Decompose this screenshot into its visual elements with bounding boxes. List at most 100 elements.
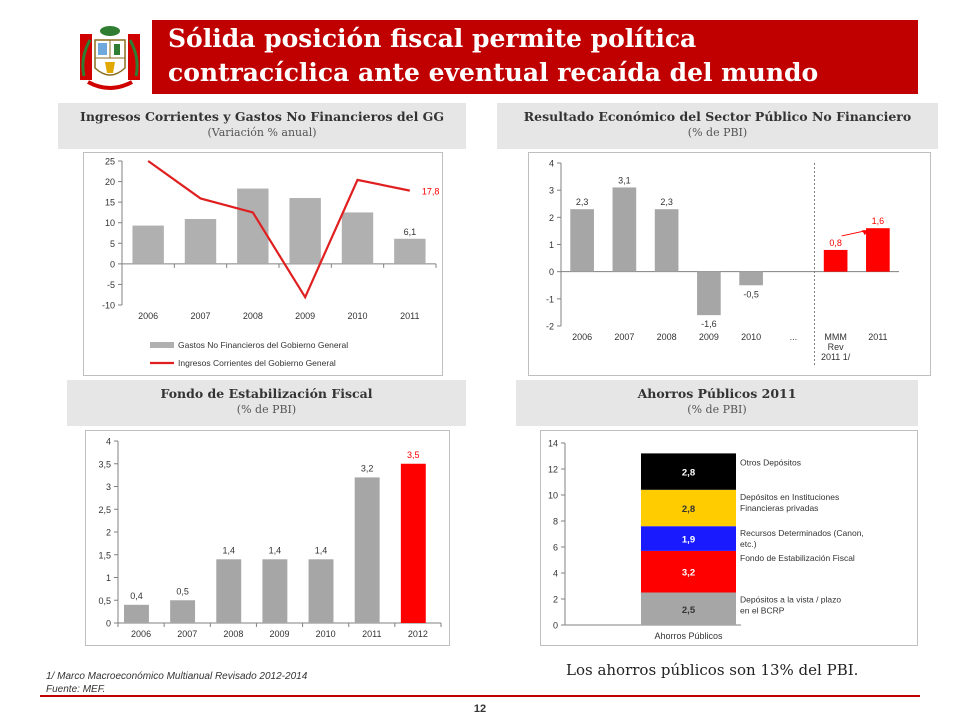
c3-legend-label: Fondo de Estabilización Fiscal [740, 553, 855, 563]
c1-xtick-label: 2007 [614, 332, 634, 342]
c1-xtick-label: 2010 [741, 332, 761, 342]
c2-xtick-label: 2007 [177, 629, 197, 639]
c2-ytick-label: 3,5 [98, 459, 111, 469]
chart-ingresos-gastos: -10 -5 0 5 10 15 20 25 2006 2007 2008 2009 2010 2011 6… [83, 152, 443, 376]
c3-legend-label: Depósitos a la vista / plazo [740, 595, 841, 605]
c2-ytick-label: 1,5 [98, 550, 111, 560]
c2-ytick-label: 0,5 [98, 596, 111, 606]
c3-stack-segment [641, 526, 736, 551]
c0-bar-gastos [289, 198, 321, 264]
c2-data-label: 0,5 [176, 586, 189, 596]
c0-line-ingresos [147, 160, 411, 300]
c3-ytick-label: 6 [553, 543, 558, 553]
c3-data-label: 2,5 [682, 605, 696, 616]
c2-bar [262, 559, 288, 623]
c3-stack-segment [641, 489, 736, 527]
c1-bar [739, 271, 763, 286]
c3-ytick-label: 4 [553, 569, 558, 579]
c3-legend-label: Depósitos en Instituciones [740, 492, 839, 502]
c2-data-label: 0,4 [130, 591, 143, 601]
c3-data-label: 2,8 [682, 468, 695, 479]
c0-ytick-label: 15 [105, 198, 115, 208]
c2-ytick-label: 2,5 [98, 505, 111, 515]
panel-header-ingresos-gastos: Ingresos Corrientes y Gastos No Financie… [58, 103, 466, 149]
c2-ytick-label: 4 [106, 437, 111, 447]
c2-ytick-label: 2 [106, 528, 111, 538]
c3-ytick-label: 10 [548, 491, 558, 501]
footnote-source: Fuente: MEF. [46, 684, 106, 695]
c2-xtick-label: 2009 [269, 629, 289, 639]
panel-header-ahorros-publicos: Ahorros Públicos 2011 (% de PBI) [516, 380, 918, 426]
c2-data-label: 3,5 [407, 450, 420, 460]
c0-xtick-label: 2007 [190, 311, 210, 321]
c3-legend-label: en el BCRP [740, 606, 785, 616]
c2-ytick-label: 3 [106, 482, 111, 492]
c2-xtick-label: 2011 [362, 629, 381, 639]
chart-resultado-economico: -2 -1 0 1 2 3 4 2,3 3,1 2,3 -1,6 -0,5 0,8 1,6 2006 2007… [528, 152, 931, 376]
c1-data-label: -0,5 [743, 289, 759, 299]
c2-data-label: 1,4 [222, 545, 235, 555]
c1-data-label: 0,8 [829, 238, 842, 248]
c0-xtick-label: 2008 [243, 311, 263, 321]
c3-legend-label: Otros Depósitos [740, 457, 801, 467]
c0-ytick-label: 5 [110, 239, 115, 249]
c1-bar [823, 249, 848, 272]
c1-ytick-label: 2 [549, 213, 554, 223]
c1-xtick-label: 2011 [868, 332, 887, 342]
c2-xtick-label: 2006 [131, 629, 151, 639]
c0-legend-label-gastos: Gastos No Financieros del Gobierno Gener… [178, 340, 348, 350]
panel-subtitle: (% de PBI) [687, 403, 747, 416]
c1-xtick-label: 2006 [572, 332, 592, 342]
c1-bar [866, 228, 890, 272]
c1-data-label: -1,6 [701, 319, 717, 329]
c1-data-label: 2,3 [576, 197, 589, 207]
c1-ytick-label: 1 [549, 240, 554, 250]
c3-legend-label: Financieras privadas [740, 503, 818, 513]
slide-title: Sólida posición fiscal permite política … [168, 22, 908, 90]
c3-ytick-label: 8 [553, 517, 558, 527]
c1-ytick-label: 4 [549, 159, 554, 169]
c0-xtick-label: 2011 [400, 311, 419, 321]
panel-title: Resultado Económico del Sector Público N… [523, 109, 912, 124]
summary-text: Los ahorros públicos son 13% del PBI. [566, 661, 859, 679]
c0-bar-gastos [184, 219, 217, 264]
c2-xtick-label: 2008 [223, 629, 243, 639]
footnote-mmm: 1/ Marco Macroeconómico Multianual Revis… [46, 671, 308, 682]
c3-ytick-label: 12 [548, 465, 558, 475]
c0-ytick-label: 20 [105, 177, 115, 187]
c0-bar-gastos [341, 212, 374, 264]
c3-data-label: 2,8 [682, 504, 695, 515]
c0-ytick-label: -5 [107, 280, 115, 290]
c1-bar [612, 187, 637, 272]
c3-ytick-label: 2 [553, 595, 558, 605]
c2-data-label: 3,2 [361, 463, 374, 473]
c0-ytick-label: 10 [105, 218, 115, 228]
c2-ytick-label: 1 [106, 573, 111, 583]
c2-bar [170, 600, 196, 623]
c0-bar-gastos [394, 238, 426, 264]
c3-stack-segment [641, 592, 736, 625]
c0-data-label-ingresos: 17,8 [422, 187, 440, 197]
c3-xtick-label: Ahorros Públicos [654, 631, 723, 641]
c1-data-label: 3,1 [618, 175, 631, 185]
c1-xtick-label: MMM [824, 332, 847, 342]
panel-subtitle: (% de PBI) [687, 126, 748, 139]
c1-bar [654, 209, 679, 272]
c1-data-label: 1,6 [872, 216, 885, 226]
slide-title-line-2: contracíclica ante eventual recaída del … [168, 58, 819, 87]
c0-bar-gastos [132, 225, 164, 264]
c0-ytick-label: 25 [105, 157, 115, 167]
c0-ytick-label: 0 [110, 259, 115, 269]
c1-ytick-label: 3 [549, 186, 554, 196]
c3-stack-segment [641, 550, 736, 593]
c3-ytick-label: 0 [553, 621, 558, 631]
panel-title: Ahorros Públicos 2011 [637, 386, 797, 401]
title-banner [152, 20, 918, 94]
slide-title-line-1: Sólida posición fiscal permite política [168, 24, 697, 53]
c0-bar-gastos [237, 188, 269, 264]
c3-legend-label: Recursos Determinados (Canon, [740, 528, 864, 538]
c0-legend-label-ingresos: Ingresos Corrientes del Gobierno General [178, 358, 336, 368]
c0-data-label-gastos: 6,1 [404, 227, 417, 237]
c1-arrow-head [861, 230, 868, 236]
c3-legend-label: etc.) [740, 539, 757, 549]
